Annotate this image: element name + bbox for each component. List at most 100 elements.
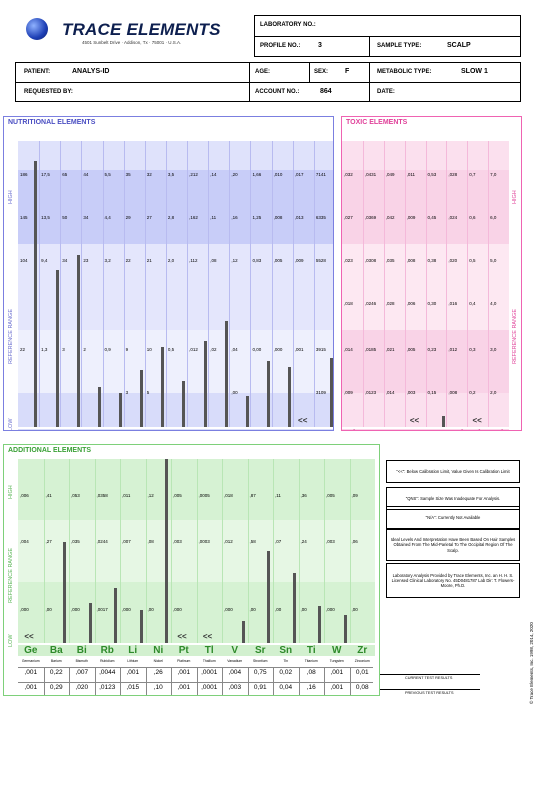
- nutritional-symbol-mn: Mn: [187, 429, 209, 430]
- sample-type-label: SAMPLE TYPE:: [377, 43, 422, 49]
- additional-symbol-bi: Bi: [69, 645, 95, 656]
- additional-col-divider: [145, 459, 147, 643]
- nutritional-tick-label: 65: [62, 172, 68, 178]
- additional-previous-sn: 0,04: [279, 684, 293, 691]
- nutritional-elements-panel: NUTRITIONAL ELEMENTS 186 145 104 22 17,5 13,5 9…: [3, 116, 334, 431]
- additional-reference-label: REFERENCE RANGE: [8, 547, 14, 603]
- nutritional-tick-label: 13,5: [41, 215, 50, 221]
- previous-results-label: PREVIOUS TEST RESULTS: [405, 691, 454, 695]
- additional-previous-ni: ,10: [153, 684, 163, 691]
- account-no-label: ACCOUNT NO.:: [255, 89, 300, 95]
- nutritional-tick-label: 7141: [315, 172, 326, 178]
- nutritional-symbol-na: Na: [60, 429, 82, 430]
- nutritional-tick-label: 104: [20, 258, 28, 264]
- additional-symbol-ba: Ba: [43, 645, 69, 656]
- nutritional-bar-na: [76, 255, 80, 427]
- toxic-tick-label: 6,0: [490, 215, 497, 221]
- nutritional-tick-label: ,04: [231, 346, 238, 352]
- additional-name-rb: Rubidium: [100, 659, 115, 663]
- additional-tick-label: ,007: [122, 538, 131, 544]
- nutritional-col-divider: [165, 141, 167, 427]
- additional-current-sr: 0,75: [253, 669, 267, 676]
- nutritional-tick-label: 3,2: [104, 258, 111, 264]
- toxic-tick-label: 2,0: [490, 389, 497, 395]
- additional-tick-label: ,005: [326, 492, 335, 498]
- additional-name-zr: Zirconium: [354, 659, 370, 663]
- additional-tick-label: ,005: [173, 492, 182, 498]
- nutritional-symbol-p: P: [144, 429, 166, 430]
- additional-previous-v: ,003: [228, 684, 242, 691]
- nutritional-tick-label: ,20: [231, 172, 238, 178]
- toxic-tick-label: 0,15: [427, 389, 437, 395]
- additional-previous-sr: 0,91: [253, 684, 267, 691]
- additional-tick-label: ,58: [249, 538, 256, 544]
- additional-col-divider: [120, 459, 121, 643]
- nutritional-tick-label: 3,5: [167, 172, 175, 178]
- note-interpretation: Ideal Levels And Interpretation Have Bee…: [386, 529, 520, 561]
- patient-value: ANALYS-ID: [72, 68, 110, 75]
- additional-table-divider: [298, 667, 300, 695]
- additional-tick-label: ,00: [45, 606, 52, 612]
- toxic-tick-label: 0,6: [469, 215, 476, 221]
- sex-label: SEX:: [314, 69, 329, 75]
- profile-no-value: 3: [318, 42, 322, 49]
- toxic-tick-label: ,049: [385, 172, 395, 178]
- nutritional-band: [18, 329, 333, 393]
- sex-value: F: [345, 68, 350, 75]
- toxic-tick-label: 3,0: [490, 346, 497, 352]
- additional-tick-label: ,006: [20, 492, 29, 498]
- sample-type-value: SCALP: [447, 42, 471, 49]
- toxic-symbol-cd: Cd: [446, 429, 468, 430]
- lab-no-label: LABORATORY NO.:: [260, 22, 316, 28]
- additional-symbol-rb: Rb: [94, 645, 120, 656]
- nutritional-reference-label: REFERENCE RANGE: [8, 309, 14, 365]
- nutritional-tick-label: 3109: [315, 389, 326, 395]
- nutritional-tick-label: ,001: [294, 346, 304, 352]
- additional-below-limit-marker: <<: [24, 632, 34, 641]
- nutritional-tick-label: ,012: [189, 346, 198, 352]
- additional-current-w: ,001: [330, 669, 344, 676]
- additional-below-limit-marker: <<: [202, 632, 213, 641]
- additional-current-v: ,004: [228, 669, 242, 676]
- additional-tick-label: ,012: [224, 538, 233, 544]
- nutritional-bar-ca: [34, 161, 38, 427]
- toxic-bar-hg: [441, 415, 445, 427]
- nutritional-tick-label: 34: [83, 215, 89, 221]
- nutritional-symbol-b: B: [250, 429, 272, 430]
- toxic-tick-label: ,028: [385, 301, 395, 307]
- nutritional-symbol-cr: Cr: [208, 429, 230, 430]
- nutritional-symbol-mg: Mg: [39, 429, 61, 430]
- additional-name-w: Tungsten: [329, 659, 344, 663]
- additional-name-li: Lithium: [127, 659, 139, 663]
- toxic-tick-label: 0,45: [427, 215, 437, 221]
- nutritional-col-divider: [208, 141, 210, 427]
- additional-tick-label: ,27: [45, 538, 52, 544]
- toxic-tick-label: ,020: [448, 258, 458, 264]
- toxic-col-divider: [425, 141, 427, 427]
- nutritional-tick-label: 145: [20, 215, 28, 221]
- toxic-tick-label: ,0308: [364, 258, 377, 264]
- company-name: TRACE ELEMENTS: [62, 20, 221, 39]
- additional-tick-label: ,12: [147, 492, 154, 498]
- additional-name-ti: Titanium: [304, 659, 318, 663]
- nutritional-symbol-cu: Cu: [102, 429, 124, 430]
- toxic-chart-area: ,032 ,027 ,023 ,018 ,014 ,009 ,0431 ,0369 ,0308,…: [342, 141, 509, 427]
- nutritional-symbol-co: Co: [271, 429, 293, 430]
- toxic-tick-label: 0,7: [469, 172, 476, 178]
- account-no-value: 864: [320, 88, 332, 95]
- toxic-tick-label: 0,53: [427, 172, 437, 178]
- additional-previous-li: ,015: [126, 684, 140, 691]
- additional-previous-ti: ,16: [306, 684, 316, 691]
- additional-tick-label: ,003: [326, 538, 335, 544]
- toxic-tick-label: ,027: [344, 215, 353, 221]
- additional-previous-tl: ,0001: [201, 684, 218, 691]
- additional-tick-label: ,00: [249, 606, 256, 612]
- toxic-tick-label: ,042: [385, 215, 395, 221]
- nutritional-col-divider: [313, 141, 315, 427]
- additional-tick-label: ,41: [45, 492, 52, 498]
- additional-previous-zr: 0,08: [355, 684, 369, 691]
- nutritional-tick-label: 29: [125, 215, 131, 221]
- nutritional-symbol-fe: Fe: [165, 429, 188, 430]
- toxic-tick-label: 0,2: [469, 389, 476, 395]
- additional-symbol-w: W: [324, 645, 350, 656]
